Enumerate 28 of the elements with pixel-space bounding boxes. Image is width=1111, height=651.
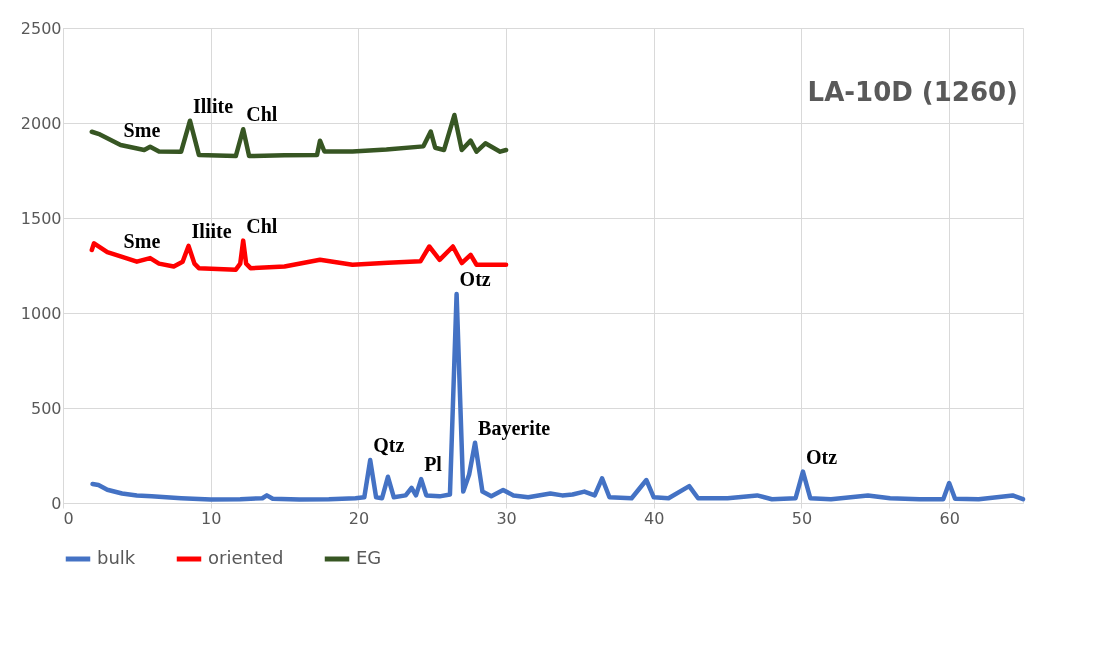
y-tick-label: 2500 — [20, 18, 62, 38]
annotation: Chl — [246, 214, 278, 237]
annotation: Qtz — [373, 434, 405, 457]
annotation: Otz — [805, 445, 838, 468]
x-tick-label: 10 — [201, 508, 222, 528]
annotation: Sme — [123, 119, 161, 142]
line-series — [90, 291, 1026, 502]
annotation: Pl — [424, 453, 443, 476]
annotation: Iliite — [191, 219, 232, 242]
y-tick-label: 1500 — [20, 208, 62, 228]
annotation: Chl — [246, 103, 278, 126]
x-tick-label: 40 — [644, 508, 665, 528]
annotation: Sme — [123, 230, 161, 253]
y-tick-label: 500 — [30, 398, 62, 418]
x-tick-label: 30 — [496, 508, 517, 528]
annotation: Bayerite — [478, 416, 551, 440]
legend-label: EG — [356, 547, 382, 568]
x-tick-label: 20 — [348, 508, 370, 528]
annotation: Otz — [459, 268, 491, 290]
annotation: Illite — [193, 94, 234, 117]
y-tick-label: 2000 — [20, 113, 62, 133]
x-tick-label: 60 — [939, 508, 960, 528]
legend-label: bulk — [97, 547, 136, 568]
y-tick-label: 0 — [51, 493, 62, 513]
legend-label: oriented — [208, 547, 284, 568]
text: LA-10D (1260) — [807, 77, 1018, 107]
y-tick-label: 1000 — [20, 303, 62, 323]
x-tick-label: 50 — [791, 508, 813, 528]
